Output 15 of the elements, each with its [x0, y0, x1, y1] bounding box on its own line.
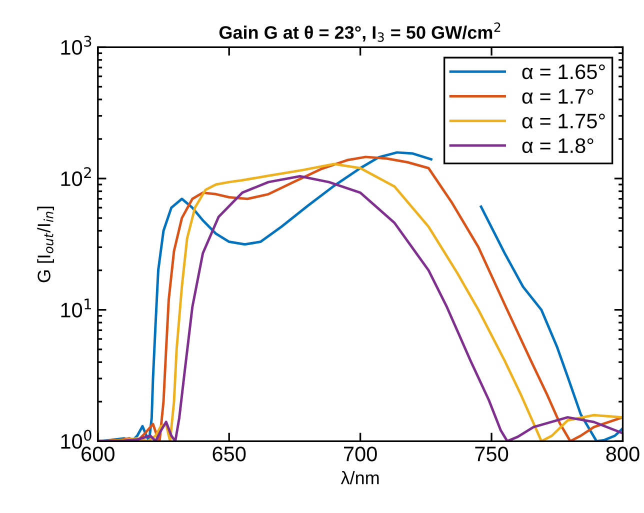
y-tick-label: 10$^{1}$ — [61, 298, 91, 318]
y-tick-label: 10$^{2}$ — [61, 167, 91, 186]
x-tick-label: 650 — [212, 446, 246, 462]
x-tick-label: 800 — [606, 446, 640, 462]
x-tick-label: 600 — [82, 446, 114, 462]
legend-label: α = 1.8° — [522, 138, 594, 154]
legend-label: α = 1.75° — [522, 114, 605, 128]
legend-label: α = 1.65° — [522, 64, 605, 80]
legend-label: α = 1.7° — [522, 89, 594, 104]
x-tick-label: 700 — [344, 446, 377, 462]
x-tick-label: 750 — [475, 446, 508, 462]
chart-title: Gain G at θ = 23°, I$_{3}$ = 50 GW/cm$^{2}$ — [219, 22, 500, 42]
y-axis-title: G [I$_{out}$/I$_{in}$] — [37, 206, 54, 282]
y-tick-label: 10$^{3}$ — [61, 36, 92, 55]
x-axis-title: λ/nm — [340, 471, 379, 484]
